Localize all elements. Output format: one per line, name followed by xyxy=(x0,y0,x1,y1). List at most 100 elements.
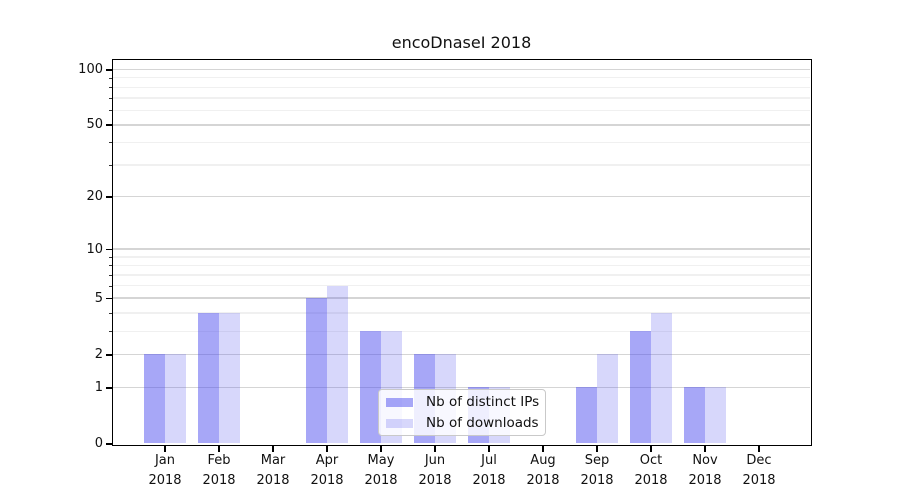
x-tick-label-Feb: Feb 2018 xyxy=(187,451,251,490)
x-tick-label-Oct: Oct 2018 xyxy=(619,451,683,490)
gridline-minor-3 xyxy=(112,330,810,332)
gridline-minor-6 xyxy=(112,285,810,287)
bar-distinct-ips-Nov xyxy=(683,387,705,444)
x-tick-mark-Oct xyxy=(650,445,652,452)
x-tick-label-Sep: Sep 2018 xyxy=(565,451,629,490)
x-tick-month: Dec xyxy=(746,453,772,468)
gridline-minor-90 xyxy=(112,77,810,79)
y-tick-label-0: 0 xyxy=(94,436,103,451)
y-minor-tick-mark-6 xyxy=(108,285,112,287)
x-tick-month: Feb xyxy=(207,453,231,468)
gridline-minor-7 xyxy=(112,274,810,276)
legend-swatch-icon xyxy=(386,397,413,407)
y-tick-label-2: 2 xyxy=(94,346,103,362)
x-tick-label-Jun: Jun 2018 xyxy=(403,451,467,490)
y-minor-tick-mark-7 xyxy=(108,274,112,276)
bar-distinct-ips-Feb xyxy=(197,313,219,444)
gridline-major-20 xyxy=(112,195,810,198)
y-minor-tick-mark-9 xyxy=(108,256,112,258)
y-minor-tick-mark-30 xyxy=(108,165,112,167)
x-tick-month: Nov xyxy=(692,453,718,468)
x-tick-month: Oct xyxy=(639,453,663,468)
gridline-minor-9 xyxy=(112,256,810,258)
x-tick-mark-Jul xyxy=(488,445,490,452)
y-tick-mark-5 xyxy=(105,297,112,300)
x-tick-year: 2018 xyxy=(256,472,290,488)
x-tick-mark-Mar xyxy=(272,445,274,452)
gridline-major-100 xyxy=(112,68,810,71)
y-tick-label-100: 100 xyxy=(78,61,103,77)
y-tick-mark-0 xyxy=(105,443,112,445)
y-minor-tick-mark-40 xyxy=(108,142,112,144)
bar-downloads-Apr xyxy=(326,285,348,444)
bar-downloads-Sep xyxy=(596,354,618,444)
x-tick-mark-Dec xyxy=(758,445,760,452)
y-tick-mark-100 xyxy=(105,69,112,71)
y-tick-label-50: 50 xyxy=(86,117,103,133)
y-tick-mark-50 xyxy=(105,124,112,126)
bar-downloads-Jan xyxy=(164,354,186,444)
x-tick-month: Sep xyxy=(584,453,610,468)
x-tick-mark-Sep xyxy=(596,445,598,452)
x-tick-month: Aug xyxy=(530,453,556,468)
legend-swatch-icon xyxy=(386,418,413,428)
x-tick-label-Nov: Nov 2018 xyxy=(673,451,737,490)
bar-distinct-ips-Sep xyxy=(575,387,597,444)
legend-item-distinct-ips: Nb of distinct IPs xyxy=(386,394,545,410)
y-minor-tick-mark-80 xyxy=(108,87,112,89)
y-tick-mark-20 xyxy=(105,196,112,198)
gridline-minor-70 xyxy=(112,97,810,99)
x-tick-label-Apr: Apr 2018 xyxy=(295,451,359,490)
gridline-major-5 xyxy=(112,297,810,300)
gridline-minor-30 xyxy=(112,164,810,166)
x-tick-mark-Jun xyxy=(434,445,436,452)
x-tick-label-Jul: Jul 2018 xyxy=(457,451,521,490)
x-tick-mark-Nov xyxy=(704,445,706,452)
x-tick-mark-May xyxy=(380,445,382,452)
bar-downloads-Oct xyxy=(650,313,672,444)
x-tick-year: 2018 xyxy=(634,472,668,488)
x-tick-year: 2018 xyxy=(418,472,452,488)
bar-distinct-ips-Apr xyxy=(305,298,327,444)
plot-area xyxy=(111,58,812,446)
x-tick-mark-Apr xyxy=(326,445,328,452)
gridline-major-50 xyxy=(112,123,810,126)
y-tick-label-20: 20 xyxy=(86,189,103,205)
x-tick-year: 2018 xyxy=(364,472,398,488)
x-tick-label-Aug: Aug 2018 xyxy=(511,451,575,490)
x-tick-year: 2018 xyxy=(526,472,560,488)
y-tick-mark-1 xyxy=(105,387,112,389)
gridline-minor-80 xyxy=(112,86,810,88)
x-tick-label-Jan: Jan 2018 xyxy=(133,451,197,490)
x-tick-year: 2018 xyxy=(580,472,614,488)
legend-item-downloads: Nb of downloads xyxy=(386,415,545,431)
x-tick-label-Mar: Mar 2018 xyxy=(241,451,305,490)
gridline-major-2 xyxy=(112,353,810,356)
bar-downloads-Feb xyxy=(218,313,240,444)
bar-distinct-ips-May xyxy=(359,331,381,444)
x-tick-year: 2018 xyxy=(310,472,344,488)
x-tick-mark-Feb xyxy=(218,445,220,452)
y-minor-tick-mark-3 xyxy=(108,331,112,333)
x-tick-year: 2018 xyxy=(202,472,236,488)
x-tick-month: Jan xyxy=(154,453,176,468)
bar-downloads-Nov xyxy=(704,387,726,444)
gridline-minor-40 xyxy=(112,141,810,144)
x-tick-month: Mar xyxy=(260,453,286,468)
x-tick-month: Jul xyxy=(481,453,497,468)
x-tick-label-May: May 2018 xyxy=(349,451,413,490)
x-tick-year: 2018 xyxy=(688,472,722,488)
bar-distinct-ips-Jan xyxy=(143,354,165,444)
y-minor-tick-mark-4 xyxy=(108,313,112,314)
x-tick-month: May xyxy=(367,453,395,468)
y-minor-tick-mark-8 xyxy=(108,265,112,267)
x-tick-year: 2018 xyxy=(742,472,776,488)
gridline-minor-4 xyxy=(112,312,810,314)
y-minor-tick-mark-70 xyxy=(108,97,112,99)
x-tick-mark-Aug xyxy=(542,445,544,452)
gridline-major-10 xyxy=(112,248,810,250)
y-tick-label-1: 1 xyxy=(94,379,103,395)
x-tick-label-Dec: Dec 2018 xyxy=(727,451,791,490)
chart-title: encoDnaseI 2018 xyxy=(391,33,532,52)
